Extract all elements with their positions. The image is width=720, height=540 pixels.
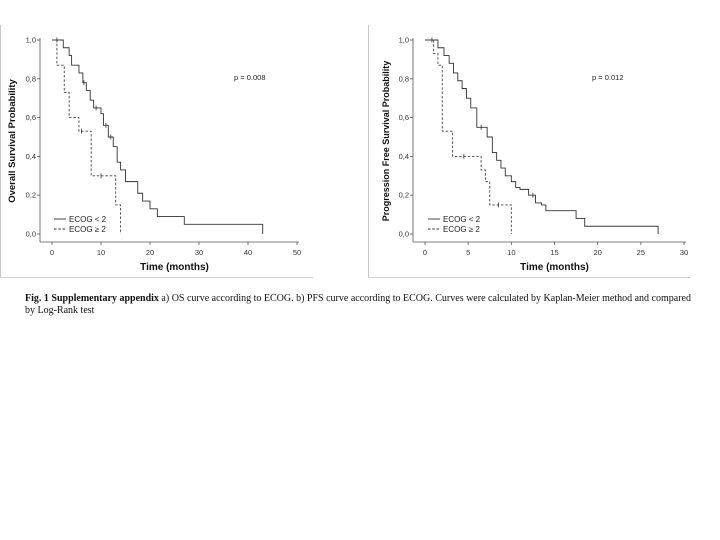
chart-panel-os: 0,0 0,2 0,4 0,6 0,8 1,0 0 10 20 30 40 50 Time (month…: [0, 25, 313, 278]
km-curve-ecog-lt2: [425, 39, 659, 234]
p-value-annotation: p = 0.012: [592, 73, 624, 82]
y-tick-label: 1,0: [26, 36, 36, 45]
y-tick-label: 0,6: [26, 113, 36, 122]
legend-label: ECOG ≥ 2: [443, 225, 480, 234]
y-tick-label: 0,4: [26, 152, 36, 161]
x-axis-title: Time (months): [140, 262, 209, 273]
caption-bold: Fig. 1 Supplementary appendix: [25, 293, 159, 304]
legend-label: ECOG < 2: [69, 215, 107, 224]
x-tick-label: 25: [637, 248, 645, 257]
x-tick-label: 40: [244, 248, 252, 257]
chart-panel-pfs: 0,0 0,2 0,4 0,6 0,8 1,0 0 5 10 15 20 25 30 Time (mont…: [368, 25, 690, 278]
legend-label: ECOG ≥ 2: [69, 225, 106, 234]
x-tick-label: 20: [146, 248, 154, 257]
figure-area: 0,0 0,2 0,4 0,6 0,8 1,0 0 10 20 30 40 50 Time (month…: [0, 25, 690, 278]
x-tick-label: 0: [423, 248, 427, 257]
caption-text: a) OS curve according to ECOG. b) PFS cu…: [25, 293, 691, 316]
x-tick-label: 10: [97, 248, 105, 257]
x-tick-label: 15: [550, 248, 558, 257]
x-tick-label: 50: [293, 248, 301, 257]
y-tick-label: 0,0: [399, 230, 409, 239]
km-curve-ecog-lt2: [52, 39, 264, 234]
y-tick-label: 1,0: [399, 36, 409, 45]
x-tick-label: 30: [680, 248, 688, 257]
x-tick-label: 30: [195, 248, 203, 257]
km-curve-ecog-ge2: [52, 39, 122, 234]
y-tick-label: 0,8: [399, 74, 409, 83]
x-tick-label: 20: [593, 248, 601, 257]
figure-caption: Fig. 1 Supplementary appendix a) OS curv…: [25, 293, 695, 317]
x-tick-label: 10: [507, 248, 515, 257]
y-axis-title: Overall Survival Probability: [7, 79, 18, 203]
p-value-annotation: p = 0.008: [234, 73, 266, 82]
km-curve-ecog-ge2: [425, 39, 512, 234]
y-tick-label: 0,8: [26, 74, 36, 83]
x-axis-title: Time (months): [520, 262, 589, 273]
legend-label: ECOG < 2: [443, 215, 481, 224]
y-tick-label: 0,6: [399, 113, 409, 122]
x-tick-label: 5: [466, 248, 470, 257]
y-axis-title: Progression Free Survival Probability: [381, 61, 391, 222]
x-tick-label: 0: [50, 248, 54, 257]
y-tick-label: 0,4: [399, 152, 409, 161]
y-tick-label: 0,2: [26, 191, 36, 200]
y-tick-label: 0,0: [26, 230, 36, 239]
y-tick-label: 0,2: [399, 191, 409, 200]
